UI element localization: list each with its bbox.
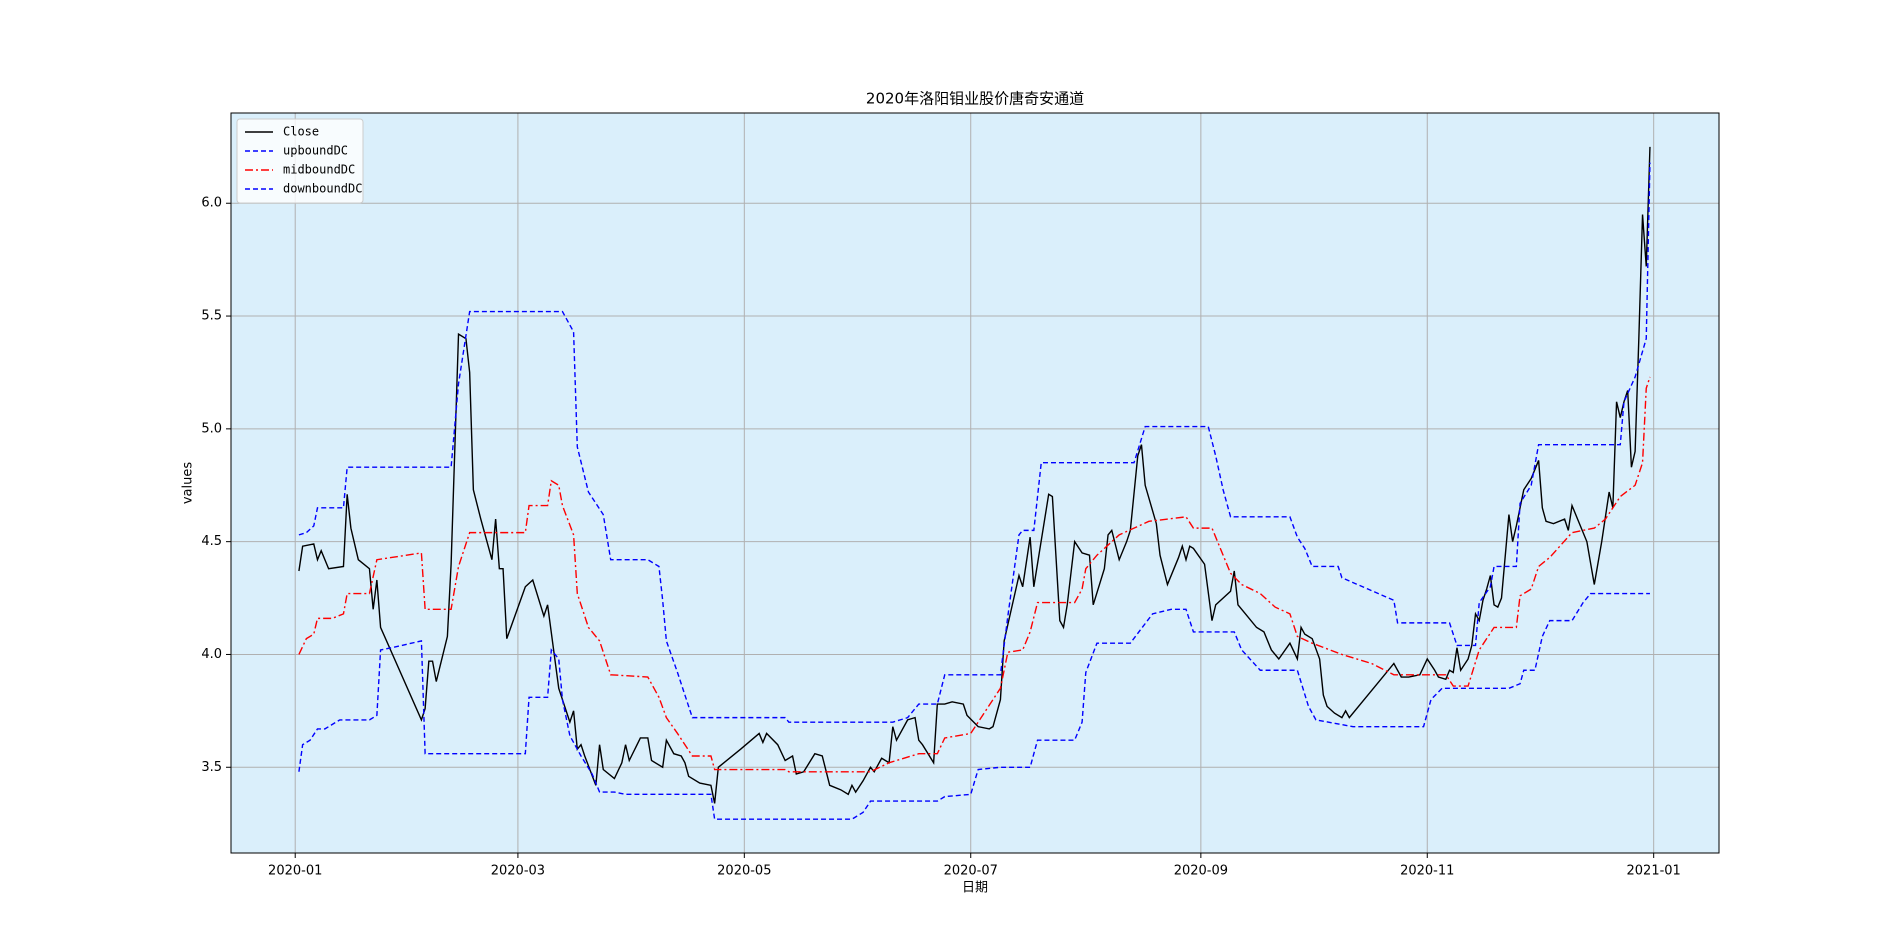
legend-label: downboundDC xyxy=(283,182,362,196)
lines xyxy=(298,146,1651,820)
x-tick-label: 2020-09 xyxy=(1174,864,1228,879)
y-tick-label: 6.0 xyxy=(201,196,222,211)
x-axis-label: 日期 xyxy=(962,881,988,896)
x-tick-label: 2020-01 xyxy=(268,864,322,879)
plot-frame xyxy=(230,112,1720,854)
legend-label: midboundDC xyxy=(283,163,355,177)
legend-label: upboundDC xyxy=(283,144,348,158)
legend-label: Close xyxy=(283,125,319,139)
y-tick-label: 4.0 xyxy=(201,647,222,662)
series-line xyxy=(298,162,1651,723)
plot-area xyxy=(231,113,1719,853)
x-tick-label: 2020-11 xyxy=(1400,864,1454,879)
series-line xyxy=(298,376,1651,773)
y-tick-label: 5.5 xyxy=(201,309,222,324)
legend-box xyxy=(236,118,364,204)
x-tick-label: 2021-01 xyxy=(1627,864,1681,879)
series-line xyxy=(298,592,1650,820)
y-axis-label: values xyxy=(181,462,196,505)
y-tick-label: 3.5 xyxy=(201,760,222,775)
x-tick-label: 2020-05 xyxy=(717,864,771,879)
chart-title: 2020年洛阳钼业股价唐奇安通道 xyxy=(866,90,1084,108)
grid xyxy=(231,113,1719,853)
legend: Close upboundDC midboundDC downboundDC xyxy=(236,118,364,204)
series-line xyxy=(298,146,1651,804)
y-tick-label: 4.5 xyxy=(201,534,222,549)
y-tick-label: 5.0 xyxy=(201,421,222,436)
x-tick-label: 2020-03 xyxy=(491,864,545,879)
x-tick-label: 2020-07 xyxy=(944,864,998,879)
